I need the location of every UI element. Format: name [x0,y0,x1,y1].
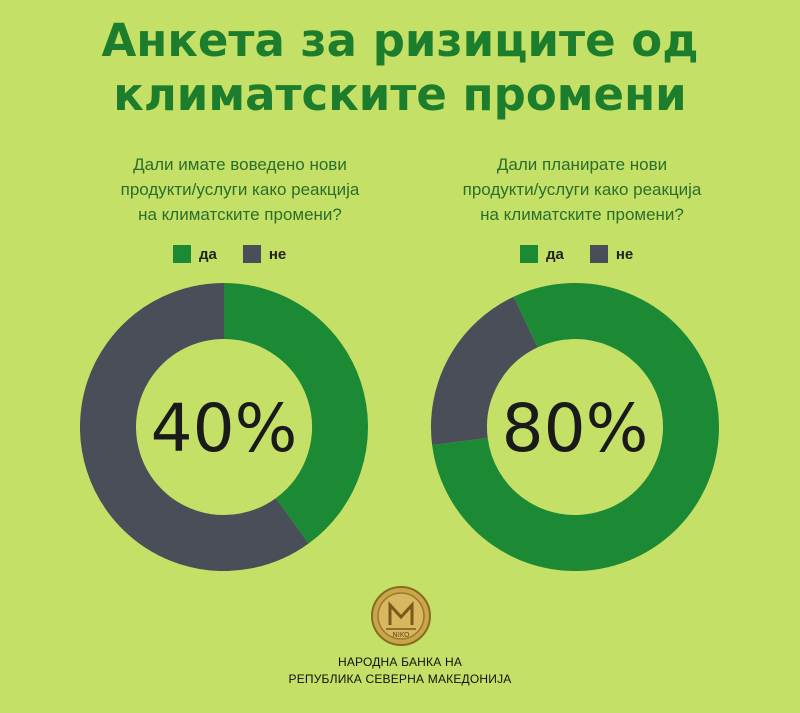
page-title: Анкета за ризиците од климатските промен… [0,14,800,122]
chart-2-question-line-3: на климатските промени? [480,205,684,224]
bank-name-line-1: НАРОДНА БАНКА НА [337,655,463,669]
chart-1-center-label: 40% [151,390,298,467]
bank-name: НАРОДНА БАНКА НА РЕПУБЛИКА СЕВЕРНА МАКЕД… [250,654,550,688]
chart-1-question-line-3: на климатските промени? [138,205,342,224]
chart-2-legend-yes: да [520,245,564,263]
bank-name-line-2: РЕПУБЛИКА СЕВЕРНА МАКЕДОНИЈА [288,672,512,686]
coin-seal-icon: NIKO [371,586,431,646]
chart-2-legend-yes-swatch [520,245,538,263]
chart-1-legend-no-swatch [242,245,261,263]
chart-2-legend-no: не [589,245,634,263]
chart-1-legend-no: не [242,245,287,263]
chart-2-question-line-2: продукти/услуги како реакција [462,180,702,199]
title-line-2: климатските промени [113,68,687,121]
chart-1-legend-yes-label: да [199,245,217,263]
chart-1-slice-yes [223,283,368,544]
chart-1-question: Дали имате воведено нови продукти/услуги… [50,152,430,227]
chart-2-slice-yes [432,283,719,571]
chart-2-donut: 80% [431,283,719,571]
title-line-1: Анкета за ризиците од [101,14,699,67]
chart-1-legend: да не [173,242,312,266]
chart-2-legend-no-swatch [589,245,608,263]
chart-1-donut: 40% [80,283,368,571]
chart-2-legend: да не [520,242,659,266]
chart-2-question-line-1: Дали планирате нови [496,155,668,174]
chart-2-legend-yes-label: да [546,245,564,263]
chart-1-slice-no [80,283,309,571]
chart-1-legend-no-label: не [268,245,287,263]
logo-text: NIKO [392,631,410,639]
chart-1-question-line-1: Дали имате воведено нови [133,155,347,174]
chart-1-legend-yes: да [173,245,217,263]
chart-2-center-label: 80% [502,390,649,467]
chart-1-question-line-2: продукти/услуги како реакција [120,180,360,199]
chart-2-question: Дали планирате нови продукти/услуги како… [392,152,772,227]
chart-1-legend-yes-swatch [173,245,191,263]
chart-2-legend-no-label: не [615,245,634,263]
chart-2-slice-no [431,296,539,446]
